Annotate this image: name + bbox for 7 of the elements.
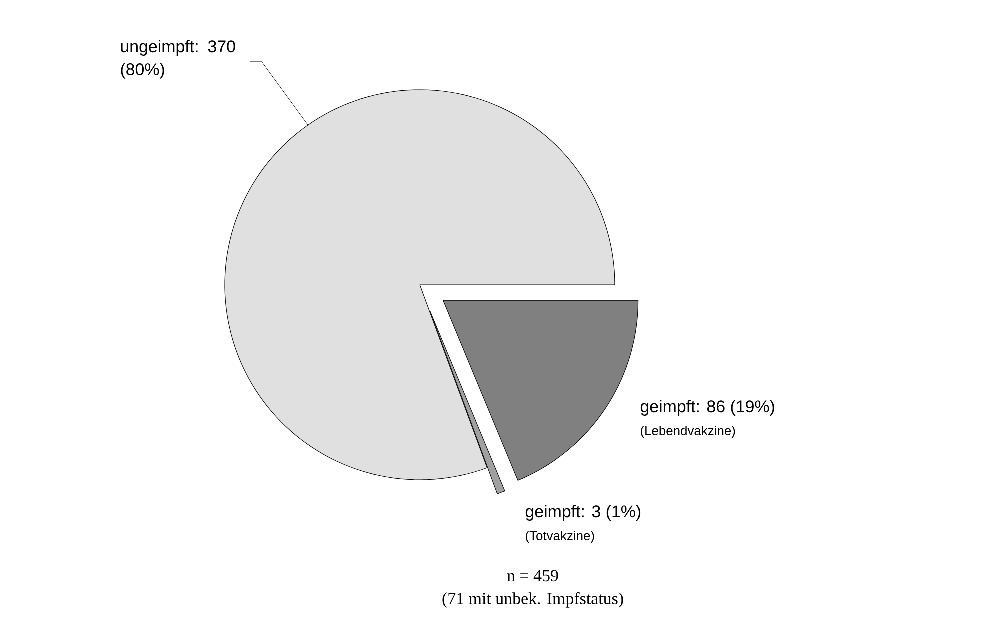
slice-label: geimpft: 3 (1%) <box>526 505 641 521</box>
text: (71 mit unbek. Impfstatus) <box>442 592 624 608</box>
text: (Totvakzine) <box>526 530 594 544</box>
slice-label: geimpft: 86 (19%) <box>640 400 774 416</box>
text: n = 459 <box>507 570 558 582</box>
slice-label: ungeimpft: 370 (80%) <box>121 40 236 79</box>
text: (Lebendvakzine) <box>641 426 736 438</box>
